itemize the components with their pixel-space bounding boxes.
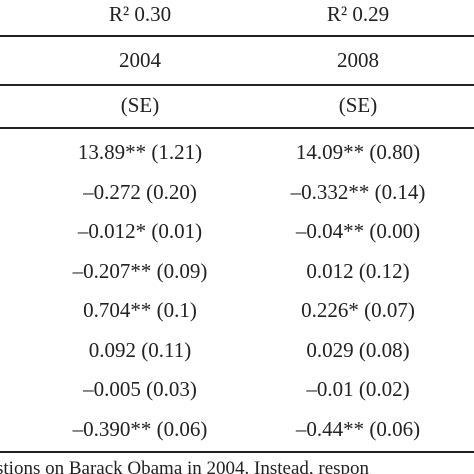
table-cell: –0.012* (0.01) [77, 219, 203, 243]
table-cell: –0.332** (0.14) [290, 179, 426, 204]
header-cell: R² 0.30 [108, 2, 172, 26]
table-cell: 0.226* (0.07) [301, 298, 415, 322]
table-cell: –0.01 (0.02) [306, 377, 410, 401]
table-cell: –0.44** (0.06) [295, 416, 421, 441]
rule [0, 127, 474, 129]
table-cell: 0.012 (0.12) [306, 258, 410, 283]
rule [0, 84, 474, 86]
table-cell: 0.029 (0.08) [306, 337, 410, 362]
table-cell: –0.272 (0.20) [83, 179, 197, 204]
table-cell: 0.092 (0.11) [88, 337, 192, 362]
table-cell: 14.09** (0.80) [295, 140, 421, 164]
rule [0, 451, 474, 453]
table-cell: –0.207** (0.09) [72, 258, 208, 283]
table-cell: –0.04** (0.00) [295, 219, 421, 243]
rule [0, 35, 474, 37]
header-cell: (SE) [338, 93, 378, 117]
header-cell: R² 0.29 [326, 2, 390, 26]
header-cell: 2004 [119, 48, 161, 72]
header-cell: (SE) [120, 93, 160, 117]
table-cell: 0.704** (0.1) [83, 298, 197, 322]
header-cell: 2008 [337, 48, 379, 72]
footnote: stions on Barack Obama in 2004. Instead,… [0, 458, 370, 474]
table-cell: 13.89** (1.21) [77, 140, 203, 164]
table-cell: –0.390** (0.06) [72, 416, 208, 441]
table-cell: –0.005 (0.03) [83, 377, 197, 401]
